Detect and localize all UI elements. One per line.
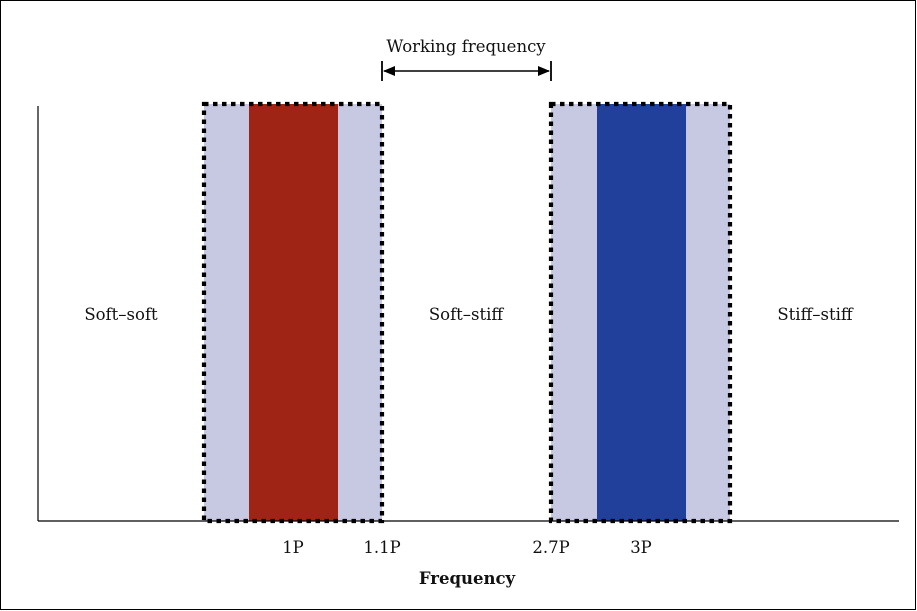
three-p-band [548,101,733,524]
tick-label-1p: 1P [282,538,304,557]
one-p-core-band [249,104,338,521]
working-frequency-annotation: Working frequency [381,37,552,81]
x-axis-title: Frequency [419,569,516,588]
tick-label-2-7p: 2.7P [532,538,569,557]
region-label-stiff-stiff: Stiff–stiff [777,305,854,324]
tick-label-1-1p: 1.1P [363,538,400,557]
tick-label-3p: 3P [630,538,652,557]
working-frequency-label: Working frequency [386,37,546,56]
region-label-soft-soft: Soft–soft [84,305,158,324]
three-p-core-band [597,104,686,521]
one-p-band [201,101,385,524]
region-label-soft-stiff: Soft–stiff [429,305,505,324]
